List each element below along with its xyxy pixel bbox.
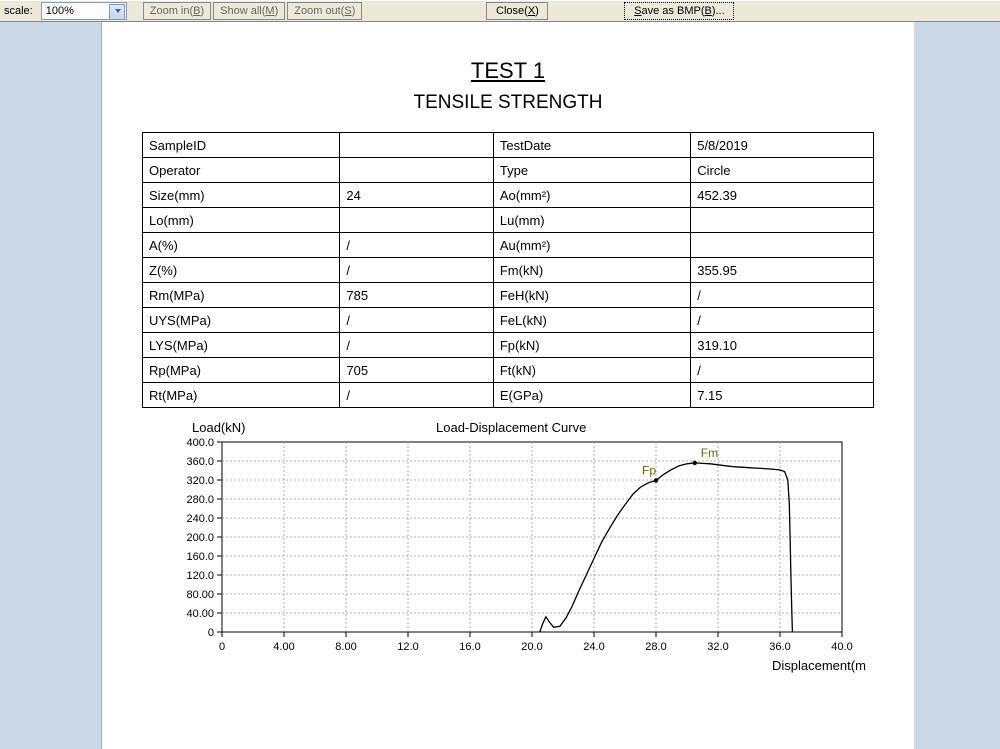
svg-text:320.0: 320.0: [186, 475, 214, 487]
svg-text:240.0: 240.0: [186, 513, 214, 525]
table-cell: /: [691, 308, 874, 333]
table-cell: Ao(mm²): [493, 183, 690, 208]
report-title-1: TEST 1: [142, 58, 874, 84]
svg-text:40.0: 40.0: [831, 641, 852, 653]
table-row: SampleID TestDate5/8/2019: [143, 133, 874, 158]
svg-text:280.0: 280.0: [186, 494, 214, 506]
svg-text:20.0: 20.0: [521, 641, 542, 653]
svg-text:40.00: 40.00: [186, 608, 214, 620]
table-cell: [340, 158, 494, 183]
zoom-out-button[interactable]: Zoom out(S): [287, 2, 362, 20]
svg-text:200.0: 200.0: [186, 532, 214, 544]
table-row: LYS(MPa)/Fp(kN)319.10: [143, 333, 874, 358]
table-cell: 355.95: [691, 258, 874, 283]
table-cell: [340, 133, 494, 158]
table-cell: /: [340, 308, 494, 333]
table-cell: Type: [493, 158, 690, 183]
table-cell: UYS(MPa): [143, 308, 340, 333]
svg-text:12.0: 12.0: [397, 641, 418, 653]
svg-text:360.0: 360.0: [186, 456, 214, 468]
svg-text:160.0: 160.0: [186, 551, 214, 563]
chart-y-axis-label: Load(kN): [192, 420, 245, 435]
toolbar: scale: 100% Zoom in(B) Show all(M) Zoom …: [0, 0, 1000, 22]
table-cell: SampleID: [143, 133, 340, 158]
table-cell: 705: [340, 358, 494, 383]
table-cell: TestDate: [493, 133, 690, 158]
table-row: UYS(MPa)/FeL(kN)/: [143, 308, 874, 333]
scale-label: scale:: [2, 5, 39, 17]
table-cell: 452.39: [691, 183, 874, 208]
table-cell: Z(%): [143, 258, 340, 283]
svg-text:32.0: 32.0: [707, 641, 728, 653]
zoom-in-button[interactable]: Zoom in(B): [143, 2, 211, 20]
table-cell: FeL(kN): [493, 308, 690, 333]
scale-select[interactable]: 100%: [41, 2, 127, 20]
table-cell: Size(mm): [143, 183, 340, 208]
table-cell: Circle: [691, 158, 874, 183]
svg-text:0: 0: [208, 627, 214, 639]
table-cell: E(GPa): [493, 383, 690, 408]
table-cell: Lu(mm): [493, 208, 690, 233]
table-cell: 785: [340, 283, 494, 308]
svg-text:8.00: 8.00: [335, 641, 356, 653]
table-cell: 24: [340, 183, 494, 208]
table-cell: Operator: [143, 158, 340, 183]
chart-svg: 0 4.00 8.00 12.0 16.0 20.0 24.0 28.0 32.0 36.0 40.…: [166, 424, 866, 684]
table-row: Rm(MPa)785FeH(kN)/: [143, 283, 874, 308]
table-cell: /: [691, 358, 874, 383]
svg-text:400.0: 400.0: [186, 437, 214, 449]
table-row: A(%)/Au(mm²): [143, 233, 874, 258]
svg-text:16.0: 16.0: [459, 641, 480, 653]
svg-text:120.0: 120.0: [186, 570, 214, 582]
table-cell: /: [340, 258, 494, 283]
table-row: Z(%)/Fm(kN)355.95: [143, 258, 874, 283]
svg-text:28.0: 28.0: [645, 641, 666, 653]
scale-value: 100%: [46, 5, 74, 17]
svg-text:4.00: 4.00: [273, 641, 294, 653]
chevron-down-icon: [115, 9, 121, 13]
svg-text:80.00: 80.00: [186, 589, 214, 601]
table-cell: Ft(kN): [493, 358, 690, 383]
table-cell: [691, 233, 874, 258]
svg-text:24.0: 24.0: [583, 641, 604, 653]
save-bmp-button[interactable]: Save as BMP(B)...: [624, 2, 734, 20]
chart-container: Load(kN) Load-Displacement Curve 04.008.…: [166, 424, 874, 687]
svg-text:36.0: 36.0: [769, 641, 790, 653]
table-row: Size(mm)24Ao(mm²)452.39: [143, 183, 874, 208]
report-page: TEST 1 TENSILE STRENGTH SampleID TestDate…: [102, 22, 914, 749]
data-table: SampleID TestDate5/8/2019 Operator TypeCirc…: [142, 132, 874, 408]
table-cell: [340, 208, 494, 233]
table-cell: [691, 208, 874, 233]
table-cell: 7.15: [691, 383, 874, 408]
table-row: Rt(MPa)/E(GPa)7.15: [143, 383, 874, 408]
show-all-button[interactable]: Show all(M): [213, 2, 285, 20]
table-row: Lo(mm) Lu(mm): [143, 208, 874, 233]
table-row: Rp(MPa)705Ft(kN)/: [143, 358, 874, 383]
table-cell: FeH(kN): [493, 283, 690, 308]
table-cell: Rp(MPa): [143, 358, 340, 383]
table-cell: /: [340, 333, 494, 358]
table-cell: 319.10: [691, 333, 874, 358]
table-row: Operator TypeCircle: [143, 158, 874, 183]
table-cell: Au(mm²): [493, 233, 690, 258]
svg-text:Fp: Fp: [642, 463, 656, 477]
viewport: TEST 1 TENSILE STRENGTH SampleID TestDate…: [0, 22, 1000, 749]
table-cell: Rm(MPa): [143, 283, 340, 308]
table-cell: Fp(kN): [493, 333, 690, 358]
table-cell: Rt(MPa): [143, 383, 340, 408]
chart-title: Load-Displacement Curve: [436, 420, 586, 435]
svg-text:Displacement(mm): Displacement(mm): [772, 658, 866, 673]
report-title-2: TENSILE STRENGTH: [142, 92, 874, 114]
table-cell: 5/8/2019: [691, 133, 874, 158]
table-cell: Fm(kN): [493, 258, 690, 283]
svg-text:0: 0: [219, 641, 225, 653]
table-cell: LYS(MPa): [143, 333, 340, 358]
table-cell: /: [691, 283, 874, 308]
table-cell: A(%): [143, 233, 340, 258]
svg-text:Fm: Fm: [701, 446, 718, 460]
close-button[interactable]: Close(X): [486, 2, 548, 20]
table-cell: Lo(mm): [143, 208, 340, 233]
table-cell: /: [340, 383, 494, 408]
table-cell: /: [340, 233, 494, 258]
